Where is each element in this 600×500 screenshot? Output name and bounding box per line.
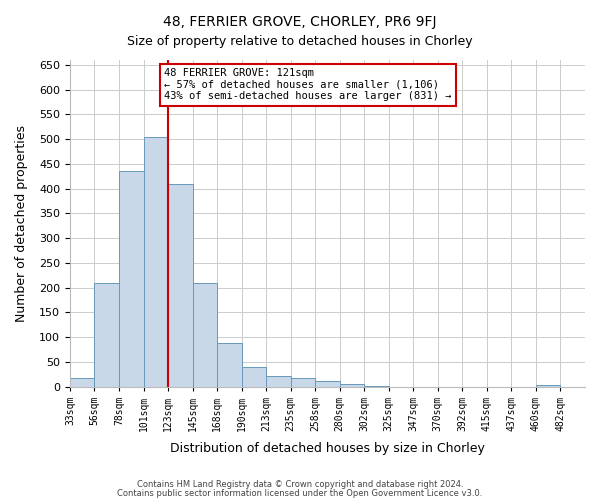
Bar xyxy=(290,378,315,386)
Text: 48, FERRIER GROVE, CHORLEY, PR6 9FJ: 48, FERRIER GROVE, CHORLEY, PR6 9FJ xyxy=(163,15,437,29)
Bar xyxy=(94,282,119,387)
Bar xyxy=(242,367,266,386)
Bar xyxy=(217,343,242,386)
Bar xyxy=(193,282,217,387)
Bar xyxy=(70,378,94,386)
Bar xyxy=(536,385,560,386)
X-axis label: Distribution of detached houses by size in Chorley: Distribution of detached houses by size … xyxy=(170,442,485,455)
Y-axis label: Number of detached properties: Number of detached properties xyxy=(15,125,28,322)
Text: Contains HM Land Registry data © Crown copyright and database right 2024.: Contains HM Land Registry data © Crown c… xyxy=(137,480,463,489)
Text: 48 FERRIER GROVE: 121sqm
← 57% of detached houses are smaller (1,106)
43% of sem: 48 FERRIER GROVE: 121sqm ← 57% of detach… xyxy=(164,68,452,102)
Bar xyxy=(143,136,168,386)
Bar xyxy=(119,172,143,386)
Bar xyxy=(340,384,364,386)
Bar xyxy=(168,184,193,386)
Bar xyxy=(266,376,290,386)
Text: Contains public sector information licensed under the Open Government Licence v3: Contains public sector information licen… xyxy=(118,488,482,498)
Text: Size of property relative to detached houses in Chorley: Size of property relative to detached ho… xyxy=(127,35,473,48)
Bar xyxy=(315,380,340,386)
